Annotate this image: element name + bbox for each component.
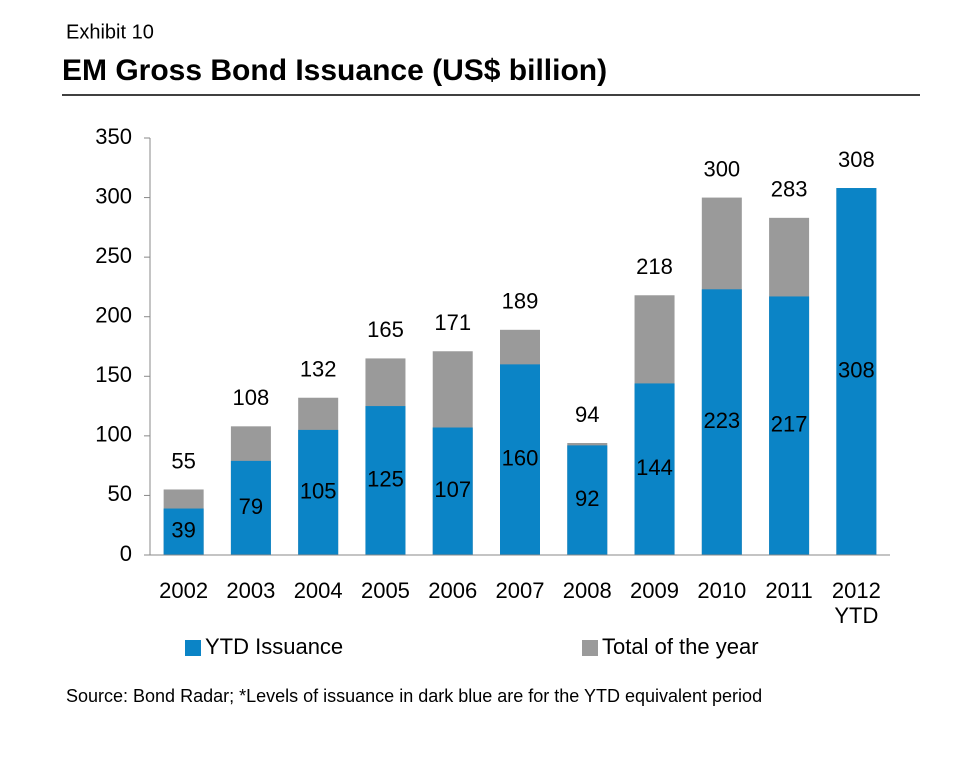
ytd-label: 308 <box>838 357 875 382</box>
legend-label: Total of the year <box>602 634 759 659</box>
total-label: 218 <box>636 254 673 279</box>
chart-title: EM Gross Bond Issuance (US$ billion) <box>62 54 607 87</box>
bar <box>634 383 675 555</box>
y-tick-label: 300 <box>95 183 132 208</box>
ytd-label: 160 <box>502 445 539 470</box>
ytd-label: 217 <box>771 412 808 437</box>
ytd-label: 39 <box>171 518 195 543</box>
total-label: 94 <box>575 402 599 427</box>
ytd-label: 144 <box>636 455 673 480</box>
y-tick-label: 200 <box>95 303 132 328</box>
ytd-label: 107 <box>434 477 471 502</box>
bar <box>567 445 608 555</box>
total-label: 308 <box>838 147 875 172</box>
y-tick-label: 100 <box>95 422 132 447</box>
x-tick-label: 2009 <box>630 578 679 603</box>
x-tick-label: 2005 <box>360 578 410 603</box>
bar <box>432 427 473 555</box>
total-label: 132 <box>300 357 337 382</box>
x-tick-label: 2010 <box>697 578 747 603</box>
x-tick-label: 2008 <box>562 578 612 603</box>
total-label: 171 <box>434 310 471 335</box>
total-label: 189 <box>502 289 539 314</box>
total-label: 300 <box>703 156 740 181</box>
total-label: 55 <box>171 448 195 473</box>
legend-swatch <box>582 640 598 656</box>
x-tick-label: 2002 <box>159 578 209 603</box>
x-tick-label: 2004 <box>293 578 343 603</box>
ytd-label: 79 <box>239 494 263 519</box>
total-label: 165 <box>367 317 404 342</box>
ytd-label: 92 <box>575 486 599 511</box>
bar <box>769 296 810 555</box>
ytd-label: 125 <box>367 466 404 491</box>
total-label: 283 <box>771 177 808 202</box>
legend-swatch <box>185 640 201 656</box>
x-tick-label: 2012 YTD <box>831 578 881 628</box>
bar <box>298 429 339 555</box>
bar <box>701 289 742 555</box>
bar <box>163 508 204 555</box>
ytd-label: 105 <box>300 478 337 503</box>
y-tick-label: 50 <box>108 481 132 506</box>
x-tick-label: 2011 <box>765 578 813 603</box>
y-tick-label: 150 <box>95 362 132 387</box>
legend-label: YTD Issuance <box>205 634 343 659</box>
bar <box>836 188 877 556</box>
x-tick-label: 2003 <box>226 578 276 603</box>
y-tick-label: 350 <box>95 124 132 149</box>
bar <box>365 406 406 555</box>
y-tick-label: 0 <box>120 541 132 566</box>
bar <box>230 460 271 555</box>
x-tick-label: 2007 <box>495 578 545 603</box>
total-label: 108 <box>233 385 270 410</box>
x-tick-label: 2006 <box>428 578 478 603</box>
bar <box>500 364 540 555</box>
source-note: Source: Bond Radar; *Levels of issuance … <box>66 686 762 706</box>
ytd-label: 223 <box>703 408 740 433</box>
y-tick-label: 250 <box>95 243 132 268</box>
exhibit-label: Exhibit 10 <box>66 21 154 43</box>
